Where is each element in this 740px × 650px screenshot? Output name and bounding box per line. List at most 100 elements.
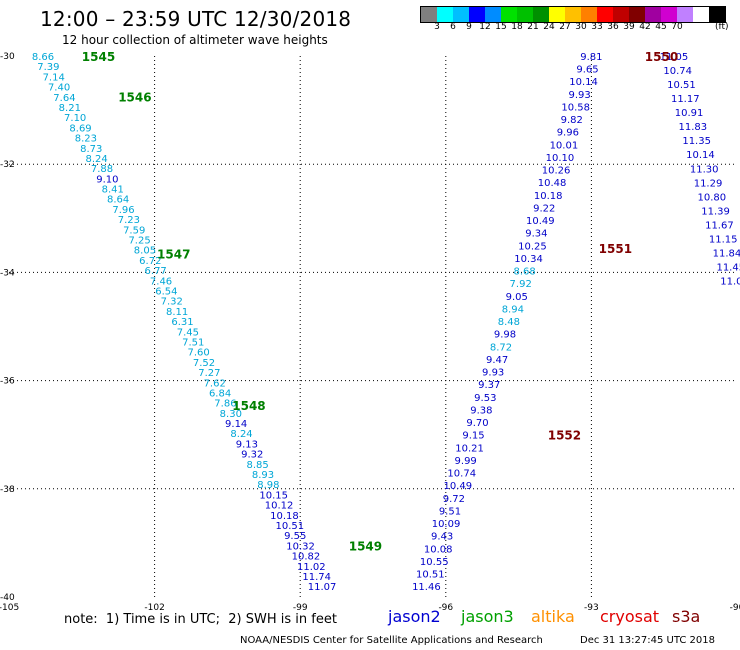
wave-height-value: 11.05 [660,52,689,63]
wave-height-value: 7.27 [198,368,220,379]
wave-height-value: 7.32 [161,297,183,308]
wave-height-value: 7.51 [182,337,204,348]
lat-tick-label: -32 [0,160,15,170]
lon-tick-label: -105 [0,603,19,613]
wave-height-value: 9.13 [236,439,258,450]
legend-swatch [709,7,725,22]
legend-swatch [581,7,597,22]
legend-swatch [437,7,453,22]
footer-note: note: 1) Time is in UTC; 2) SWH is in fe… [64,612,337,627]
legend-label: 24 [543,22,555,32]
wave-height-value: 10.51 [416,570,445,581]
wave-height-value: 10.09 [432,519,461,530]
wave-height-value: 7.86 [214,399,236,410]
wave-height-value: 10.74 [663,66,692,77]
wave-height-value: 9.93 [568,90,590,101]
wave-height-value: 9.51 [439,506,461,517]
wave-height-value: 9.81 [580,52,602,63]
legend-label: 12 [479,22,491,32]
wave-height-value: 10.14 [686,150,715,161]
wave-height-value: 9.55 [284,531,306,542]
wave-height-value: 11.84 [713,248,740,259]
legend-label: 9 [466,22,472,32]
wave-height-value: 10.74 [447,469,476,480]
wave-height-value: 10.48 [538,178,567,189]
wave-height-value: 7.59 [123,225,145,236]
wave-height-value: 11.39 [701,206,730,217]
legend-swatch [677,7,693,22]
wave-height-value: 10.25 [518,241,547,252]
lon-tick-label: -102 [144,603,164,613]
wave-height-value: 7.52 [193,358,215,369]
wave-height-value: 7.88 [91,164,113,175]
wave-height-value: 11.46 [412,582,441,593]
legend-swatch [645,7,661,22]
wave-height-value: 11.74 [302,572,331,583]
wave-height-value: 9.53 [474,393,496,404]
time-label: 1547 [157,247,190,261]
legend-swatch [597,7,613,22]
wave-height-value: 8.85 [247,460,269,471]
legend-swatch [693,7,709,22]
wave-height-value: 8.41 [102,185,124,196]
legend-label: 70 [671,22,683,32]
wave-height-value: 8.30 [220,409,242,420]
credit-line: NOAA/NESDIS Center for Satellite Applica… [240,635,543,646]
satellite-label: s3a [672,607,701,626]
wave-height-value: 8.64 [107,195,129,206]
lon-tick-label: -99 [293,603,308,613]
legend-swatch [501,7,517,22]
wave-height-value: 11.17 [671,94,700,105]
wave-height-value: 11.06 [720,277,740,288]
lat-tick-label: -30 [0,52,15,62]
time-label: 1551 [599,242,632,256]
lat-tick-label: -36 [0,377,15,387]
wave-height-value: 10.14 [569,77,598,88]
time-label: 1552 [548,429,581,443]
wave-height-value: 10.82 [292,552,321,563]
lon-tick-label: -90 [730,603,740,613]
wave-height-value: 7.92 [510,279,532,290]
legend-swatch [485,7,501,22]
lat-tick-label: -38 [0,485,15,495]
satellite-label: jason3 [461,607,514,626]
lon-tick-label: -96 [438,603,453,613]
wave-height-value: 8.98 [257,480,279,491]
wave-height-value: 11.67 [705,220,734,231]
wave-height-value: 10.18 [270,511,299,522]
wave-height-value: 10.49 [443,481,472,492]
wave-height-value: 9.96 [557,128,579,139]
wave-height-value: 9.14 [225,419,247,430]
legend-label: 42 [639,22,651,32]
wave-height-value: 9.37 [478,380,500,391]
legend-swatch [549,7,565,22]
wave-height-value: 8.93 [252,470,274,481]
time-label: 1550 [645,50,678,64]
wave-height-value: 8.69 [69,123,91,134]
map-subtitle: 12 hour collection of altimeter wave hei… [62,33,328,47]
wave-height-value: 9.82 [561,115,583,126]
wave-height-value: 7.45 [177,327,199,338]
wave-height-value: 6.31 [171,317,193,328]
legend-label: 3 [434,22,440,32]
wave-height-value: 7.64 [53,93,75,104]
wave-height-value: 7.62 [204,378,226,389]
wave-height-value: 10.34 [514,254,543,265]
legend-swatch [469,7,485,22]
wave-height-value: 6.84 [209,388,231,399]
wave-height-value: 10.21 [455,443,484,454]
wave-height-value: 10.32 [286,541,315,552]
time-label: 1545 [82,50,115,64]
time-label: 1548 [232,399,265,413]
wave-height-value: 9.43 [431,532,453,543]
wave-height-value: 9.05 [506,292,528,303]
wave-height-value: 8.11 [166,307,188,318]
wave-height-value: 7.40 [48,83,70,94]
wave-height-value: 7.23 [118,215,140,226]
wave-height-value: 6.72 [139,256,161,267]
legend-swatch [533,7,549,22]
legend-label: 21 [527,22,539,32]
lat-tick-label: -34 [0,268,15,278]
wave-height-value: 9.22 [533,203,555,214]
